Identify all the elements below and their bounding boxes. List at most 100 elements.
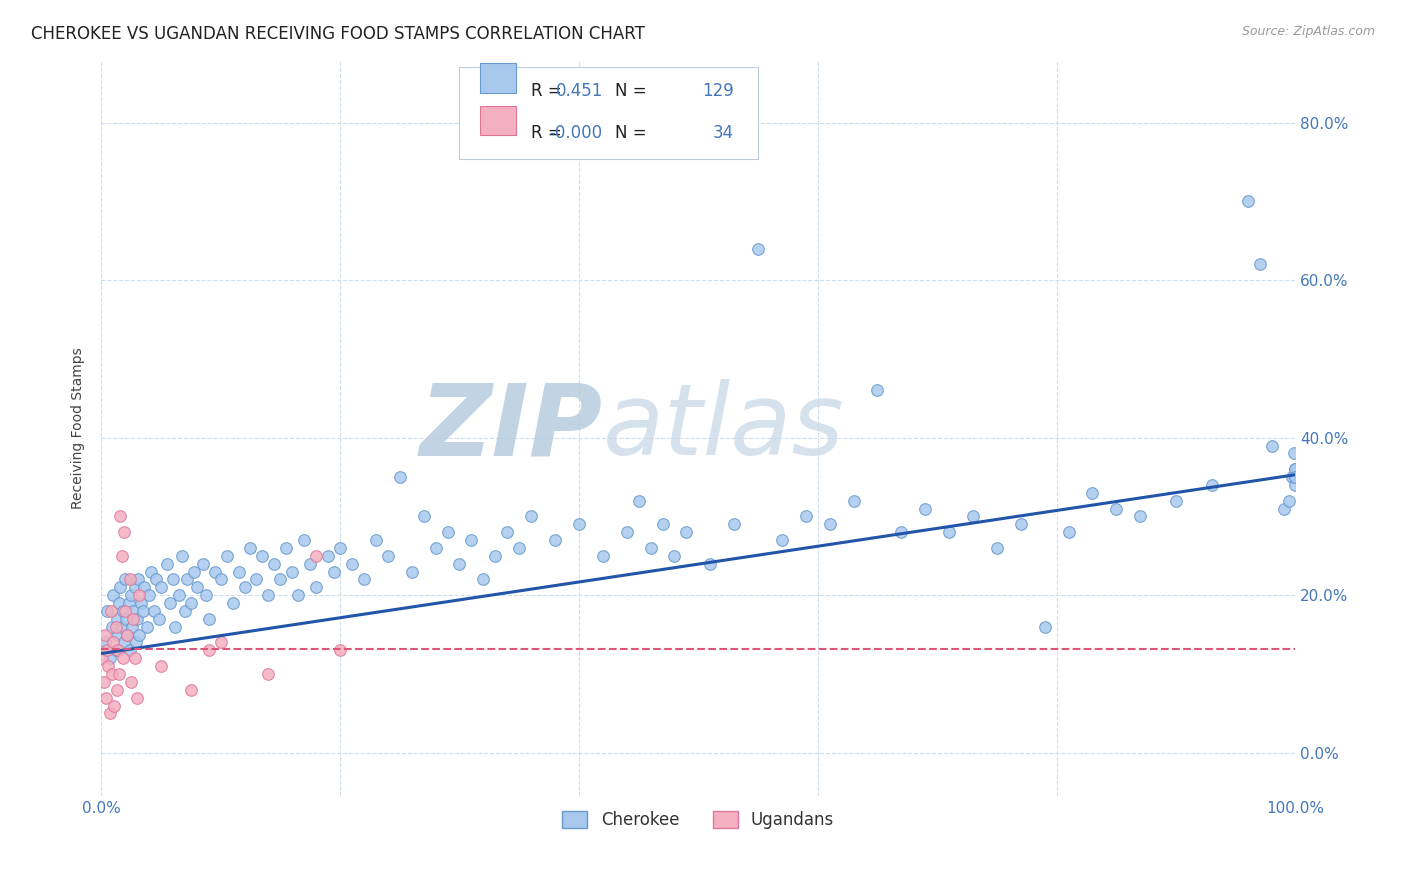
Point [183,565,205,579]
Point [165,620,187,634]
Point [818,517,841,532]
Text: CHEROKEE VS UGANDAN RECEIVING FOOD STAMPS CORRELATION CHART: CHEROKEE VS UGANDAN RECEIVING FOOD STAMP… [31,25,645,43]
Point [723,517,745,532]
Point [96,643,118,657]
Point [138,588,160,602]
Point [132,604,155,618]
Point [664,549,686,563]
Point [353,573,375,587]
Point [1260,439,1282,453]
Point [110,549,132,563]
Point [107,627,129,641]
Point [159,596,181,610]
Point [107,643,129,657]
Point [292,533,315,547]
Point [141,565,163,579]
Text: N =: N = [614,82,647,100]
Point [204,565,226,579]
Point [121,620,143,634]
Point [128,588,150,602]
Point [115,612,138,626]
Point [180,596,202,610]
Point [914,501,936,516]
Point [794,509,817,524]
Point [96,604,118,618]
Point [110,620,132,634]
Point [127,573,149,587]
Text: 0.451: 0.451 [555,82,603,100]
Point [129,596,152,610]
Point [436,525,458,540]
Point [124,580,146,594]
Point [1129,509,1152,524]
Point [770,533,793,547]
Point [173,604,195,618]
Point [101,635,124,649]
Text: atlas: atlas [603,379,845,476]
Point [120,674,142,689]
Point [148,612,170,626]
Point [890,525,912,540]
Point [149,580,172,594]
Point [156,557,179,571]
Point [412,509,434,524]
Point [449,557,471,571]
Point [125,612,148,626]
Point [97,659,120,673]
Point [460,533,482,547]
Point [112,635,135,649]
Point [191,557,214,571]
Point [1081,485,1104,500]
Point [125,635,148,649]
Point [484,549,506,563]
Point [108,596,131,610]
Point [209,573,232,587]
Point [94,627,117,641]
Point [221,596,243,610]
Point [1284,462,1306,476]
Point [125,690,148,705]
Point [252,549,274,563]
Point [114,573,136,587]
Point [145,573,167,587]
Point [135,620,157,634]
Point [1105,501,1128,516]
Point [508,541,530,555]
Point [401,565,423,579]
Point [120,588,142,602]
Point [94,635,117,649]
Point [316,549,339,563]
Text: N =: N = [614,124,647,143]
Point [101,620,124,634]
Point [176,573,198,587]
Point [142,604,165,618]
Point [228,565,250,579]
Point [323,565,346,579]
Point [329,643,352,657]
Point [425,541,447,555]
Point [1284,446,1306,460]
Point [675,525,697,540]
Point [117,627,139,641]
Point [167,588,190,602]
Point [1033,620,1056,634]
Point [105,682,128,697]
Point [287,588,309,602]
Bar [479,63,516,93]
Point [1284,470,1306,484]
Point [1164,493,1187,508]
Point [640,541,662,555]
Point [239,541,262,555]
Point [1284,462,1306,476]
Point [257,667,280,681]
Point [627,493,650,508]
Bar [479,106,516,136]
Point [1236,194,1258,209]
Point [197,612,219,626]
Text: 34: 34 [713,124,734,143]
Point [699,557,721,571]
Point [215,549,238,563]
Point [544,533,567,547]
Point [134,580,156,594]
Point [118,573,141,587]
